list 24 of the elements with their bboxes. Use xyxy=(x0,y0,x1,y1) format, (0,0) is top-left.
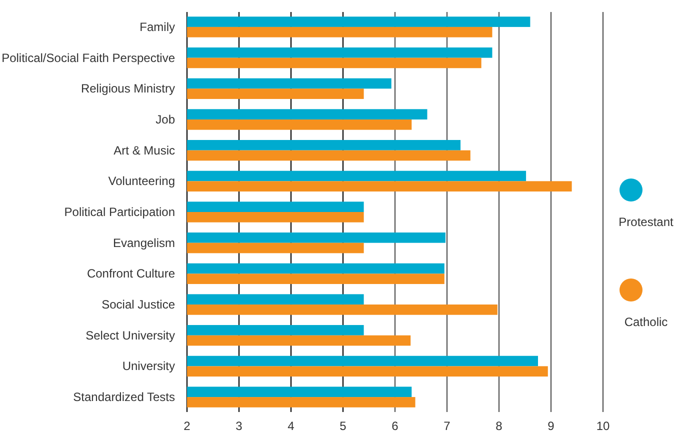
x-tick-label: 8 xyxy=(496,419,503,433)
x-tick-label: 3 xyxy=(236,419,243,433)
y-tick-label: University xyxy=(122,359,175,374)
y-tick-label: Political Participation xyxy=(64,205,175,219)
y-tick-label: Evangelism xyxy=(112,236,175,250)
y-tick-label: Political/Social Faith Perspective xyxy=(2,50,176,65)
y-tick-label: Job xyxy=(156,112,176,126)
x-tick-label: 10 xyxy=(596,419,610,433)
y-tick-label: Art & Music xyxy=(114,143,175,158)
y-tick-label: Volunteering xyxy=(108,174,175,188)
y-tick-label: Select University xyxy=(86,328,175,342)
y-tick-label: Religious Ministry xyxy=(80,82,175,96)
x-tick-label: 9 xyxy=(548,419,555,433)
y-tick-label: Family xyxy=(140,20,175,34)
y-tick-label: Confront Culture xyxy=(86,266,176,281)
x-tick-label: 6 xyxy=(392,419,399,433)
legend-label: Protestant xyxy=(618,215,674,229)
x-tick-label: 2 xyxy=(184,419,191,433)
x-tick-label: 4 xyxy=(288,419,295,433)
x-tick-label: 7 xyxy=(444,419,451,433)
y-tick-label: Standardized Tests xyxy=(73,390,175,404)
legend-label: Catholic xyxy=(624,315,668,329)
y-tick-label: Social Justice xyxy=(102,298,176,312)
x-tick-label: 5 xyxy=(340,419,347,433)
